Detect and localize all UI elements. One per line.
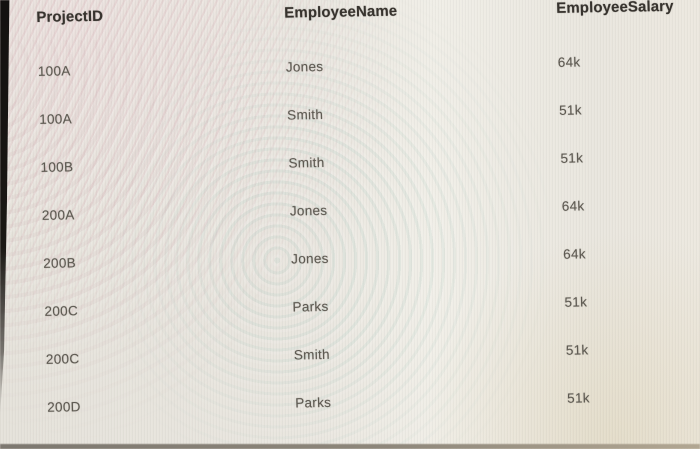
screen-left-bezel — [0, 0, 10, 418]
table-cell-employeename: Parks — [294, 394, 332, 410]
table-cell-employeename: Smith — [293, 346, 331, 362]
column-header-employeesalary: EmployeeSalary — [556, 0, 674, 17]
table-cell-employeesalary: 51k — [564, 293, 588, 310]
column-header-employeename: EmployeeName — [284, 2, 398, 22]
table-cell-projectid: 100A — [37, 62, 71, 79]
table-cell-projectid: 200B — [42, 254, 77, 271]
table-cell-employeename: Parks — [292, 298, 329, 315]
table-cell-projectid: 100B — [40, 158, 74, 175]
table-cell-employeesalary: 51k — [560, 149, 584, 166]
table-cell-projectid: 200C — [45, 350, 80, 367]
table-row: 200D Parks 51k — [44, 372, 685, 431]
table-cell-employeesalary: 64k — [557, 53, 581, 70]
table-cell-employeename: Jones — [285, 58, 324, 75]
table-cell-employeename: Smith — [288, 154, 325, 171]
table-cell-employeename: Jones — [290, 250, 329, 267]
column-header-projectid: ProjectID — [36, 7, 104, 26]
table-cell-employeesalary: 51k — [558, 101, 582, 118]
table-cell-employeesalary: 64k — [561, 197, 585, 214]
table-cell-projectid: 100A — [38, 110, 73, 127]
table-cell-employeesalary: 64k — [562, 245, 587, 262]
table-cell-employeesalary: 51k — [566, 389, 591, 406]
table-cell-projectid: 200C — [44, 302, 79, 319]
table-cell-projectid: 200D — [47, 398, 81, 415]
employee-project-table: ProjectID EmployeeName EmployeeSalary 10… — [33, 0, 685, 431]
screen-bottom-bezel — [0, 444, 700, 449]
table-cell-employeename: Jones — [289, 202, 328, 219]
table-cell-employeesalary: 51k — [565, 341, 589, 358]
table-cell-employeename: Smith — [286, 106, 324, 123]
table-cell-projectid: 200A — [41, 206, 75, 223]
table-body: 100A Jones 64k 100A Smith 51k 100B Smith 51k 200A… — [34, 36, 685, 431]
